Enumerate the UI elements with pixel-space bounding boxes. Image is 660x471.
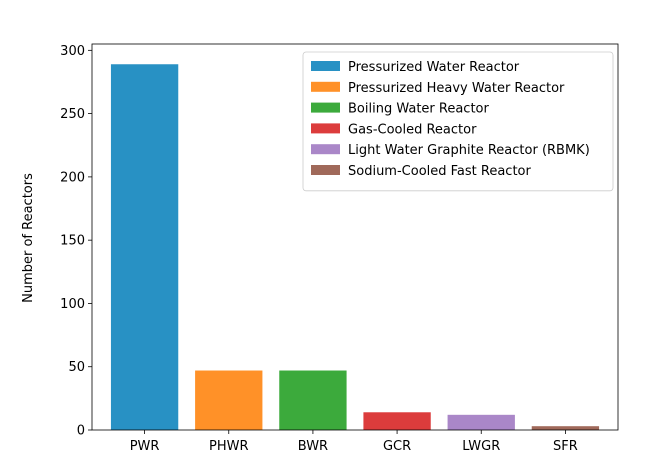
bar-pwr [110,64,179,431]
legend-swatch [311,144,340,155]
legend-entry: Light Water Graphite Reactor (RBMK) [348,143,590,158]
legend-entry: Boiling Water Reactor [348,102,490,117]
legend: Pressurized Water Reactor Pressurized Hea… [302,51,614,192]
bar-bwr [279,370,347,430]
legend-swatch [311,102,340,113]
legend-swatch [311,81,340,92]
bar-sfr [531,426,600,430]
legend-entry: Gas-Cooled Reactor [348,122,477,137]
x-tick-label: LWGR [462,439,500,454]
bars-group [110,64,600,431]
legend-entry: Pressurized Water Reactor [348,60,520,75]
x-tick-label: SFR [553,439,578,454]
legend-swatch [311,165,340,175]
legend-frame [302,51,614,192]
legend-swatch [311,61,340,71]
y-ticks-group: 0 50 100 150 200 250 300 [60,44,92,439]
y-tick-label: 300 [60,44,85,59]
y-tick-label: 150 [60,234,85,249]
x-ticks-group: PWR PHWR BWR GCR LWGR SFR [130,430,578,454]
legend-entry: Pressurized Heavy Water Reactor [348,81,565,96]
legend-entry: Sodium-Cooled Fast Reactor [348,164,532,179]
y-tick-label: 0 [77,424,85,439]
axes-group [91,43,619,431]
y-axis-label: Number of Reactors [21,173,36,303]
bar-phwr [195,370,263,430]
x-tick-label: BWR [298,439,328,454]
plot-frame [91,43,619,431]
x-tick-label: GCR [383,439,411,454]
y-tick-label: 50 [68,360,85,375]
legend-swatch [311,123,340,134]
y-tick-label: 250 [60,107,85,122]
x-tick-label: PHWR [209,439,249,454]
y-tick-label: 100 [60,297,85,312]
bar-lwgr [447,414,515,430]
bar-gcr [363,412,431,430]
x-tick-label: PWR [130,439,160,454]
y-tick-label: 200 [60,170,85,185]
